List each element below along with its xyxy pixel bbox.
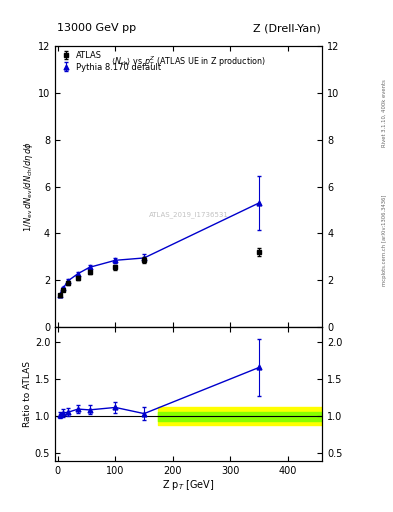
Y-axis label: $1/N_\mathregular{ev}\,dN_\mathregular{ev}/dN_\mathregular{ch}/d\eta\,d\phi$: $1/N_\mathregular{ev}\,dN_\mathregular{e…: [22, 141, 35, 232]
Legend: ATLAS, Pythia 8.170 default: ATLAS, Pythia 8.170 default: [57, 48, 164, 75]
Text: mcplots.cern.ch [arXiv:1306.3436]: mcplots.cern.ch [arXiv:1306.3436]: [382, 195, 387, 286]
Text: Rivet 3.1.10, 400k events: Rivet 3.1.10, 400k events: [382, 79, 387, 146]
Text: $\langle N_\mathregular{ch}\rangle$ vs $p_T^Z$ (ATLAS UE in Z production): $\langle N_\mathregular{ch}\rangle$ vs $…: [111, 54, 266, 70]
Text: 13000 GeV pp: 13000 GeV pp: [57, 23, 136, 33]
X-axis label: Z p$_T$ [GeV]: Z p$_T$ [GeV]: [162, 478, 215, 493]
Y-axis label: Ratio to ATLAS: Ratio to ATLAS: [23, 361, 32, 427]
Text: ATLAS_2019_I1736531: ATLAS_2019_I1736531: [149, 211, 229, 218]
Text: Z (Drell-Yan): Z (Drell-Yan): [253, 23, 320, 33]
